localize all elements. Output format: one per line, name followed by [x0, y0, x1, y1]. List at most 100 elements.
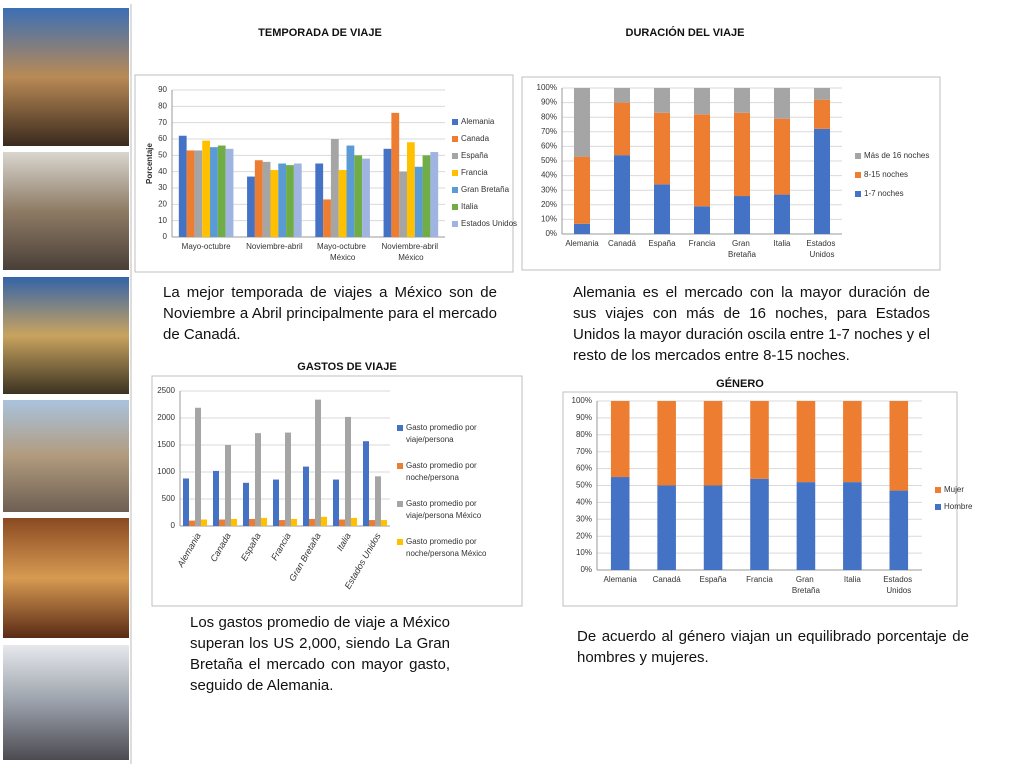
bar [293, 163, 302, 237]
bar [338, 170, 347, 237]
bar-segment [796, 401, 816, 483]
legend-swatch [452, 153, 458, 159]
y-tick-label: 10% [576, 548, 592, 557]
bar [339, 519, 345, 526]
x-tick-label: Canadá [653, 575, 682, 584]
y-axis-label: Porcentaje [145, 142, 154, 183]
chart: DURACIÓN DEL VIAJE 0% 10% 20% 30% 40% 50% 60% 70… [521, 26, 941, 271]
bar-segment [610, 401, 630, 478]
y-tick-label: 10% [541, 215, 557, 224]
x-tick-label: Gran Bretaña [792, 575, 821, 595]
bar [202, 140, 211, 237]
y-tick-label: 30 [158, 183, 167, 192]
y-tick-label: 0% [580, 565, 592, 574]
legend-label: Italia [461, 202, 478, 211]
bar [315, 163, 324, 237]
bar [201, 519, 207, 526]
bar [351, 517, 357, 526]
bar [399, 171, 407, 237]
bar [391, 112, 400, 237]
bar-segment [889, 490, 909, 570]
bar-segment [574, 223, 590, 234]
legend-label: Francia [461, 168, 488, 177]
y-tick-label: 2500 [157, 386, 175, 395]
bar-segment [734, 112, 750, 197]
chart-frame [521, 76, 941, 271]
legend-swatch [855, 153, 861, 159]
y-tick-label: 20% [541, 200, 557, 209]
bar [186, 150, 195, 237]
y-tick-label: 50% [541, 156, 557, 165]
x-tick-label: Gran Bretaña [728, 239, 757, 259]
bar-segment [750, 478, 769, 570]
photo [3, 400, 129, 512]
bar [345, 416, 351, 526]
y-tick-label: 80 [158, 101, 167, 110]
bar-segment [654, 184, 670, 234]
y-tick-label: 60% [541, 142, 557, 151]
bar [279, 520, 285, 526]
photo [3, 645, 129, 760]
bar-segment [657, 485, 676, 570]
y-tick-label: 90% [576, 413, 592, 422]
bar [243, 482, 249, 526]
x-tick-label: Mayo-octubre México [317, 242, 368, 262]
legend-swatch [935, 504, 941, 510]
y-tick-label: 60 [158, 134, 167, 143]
legend-label: Canada [461, 134, 490, 143]
y-tick-label: 0% [545, 229, 557, 238]
bar-segment [574, 156, 590, 224]
caption: Alemania es el mercado con la mayor dura… [573, 284, 930, 364]
bar [354, 155, 363, 237]
x-tick-label: Francia [689, 239, 716, 248]
bar-segment [774, 118, 790, 195]
y-tick-label: 1000 [157, 467, 175, 476]
bar [381, 520, 387, 526]
bar-segment [657, 401, 676, 486]
bar [315, 399, 321, 526]
legend-label: Gasto promedio por viaje/persona México [406, 499, 482, 520]
bar-segment [654, 88, 670, 113]
legend-label: Más de 16 noches [864, 151, 929, 160]
bar [286, 165, 294, 237]
bar [262, 161, 271, 237]
bar [309, 518, 315, 526]
y-tick-label: 10 [158, 216, 167, 225]
y-tick-label: 50 [158, 150, 167, 159]
legend-swatch [452, 136, 458, 142]
bar-segment [694, 206, 710, 234]
chart: GASTOS DE VIAJE05001000150020002500Alema… [151, 361, 523, 607]
x-tick-label: Alemania [604, 575, 638, 584]
legend-swatch [397, 539, 403, 545]
bar-segment [889, 401, 909, 491]
y-tick-label: 70% [576, 447, 592, 456]
x-tick-label: España [648, 239, 676, 248]
y-tick-label: 60% [576, 464, 592, 473]
y-tick-label: 500 [162, 494, 176, 503]
caption: De acuerdo al género viajan un equilibra… [577, 628, 969, 666]
legend-swatch [397, 463, 403, 469]
bar [406, 142, 415, 237]
bar [195, 407, 201, 526]
bar-segment [814, 99, 830, 129]
bar [383, 148, 392, 237]
bar [254, 160, 263, 237]
bar [210, 147, 218, 237]
chart-title: GASTOS DE VIAJE [297, 361, 396, 373]
chart: GÉNERO 0% 10% 20% 30% 40% 50% 60% 70% 80% 90% 100% A… [562, 377, 973, 607]
y-tick-label: 0 [171, 521, 176, 530]
bar-segment [774, 88, 790, 119]
bar [362, 158, 370, 237]
bar-segment [750, 401, 769, 479]
legend-swatch [855, 172, 861, 178]
x-tick-label: Italia [844, 575, 861, 584]
y-tick-label: 70% [541, 127, 557, 136]
y-tick-label: 100% [572, 396, 592, 405]
bar [363, 441, 369, 526]
bar-segment [610, 477, 630, 570]
bar [213, 470, 219, 526]
x-tick-label: Alemania [565, 239, 599, 248]
bar-segment [694, 88, 710, 115]
